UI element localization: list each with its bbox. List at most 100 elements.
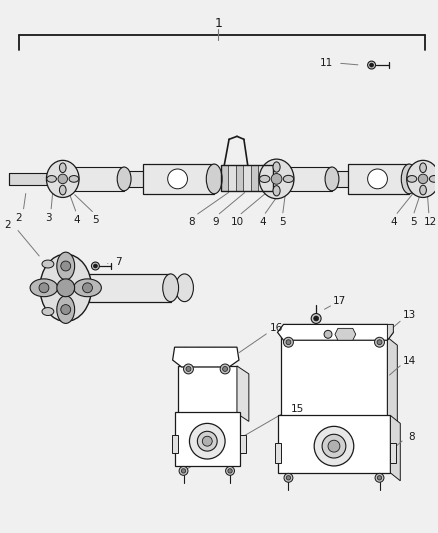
Text: 5: 5 (279, 217, 286, 228)
Circle shape (58, 174, 67, 184)
Text: 15: 15 (291, 403, 304, 414)
Text: 14: 14 (403, 356, 416, 366)
Circle shape (377, 340, 382, 345)
Circle shape (57, 279, 74, 297)
Text: 2: 2 (5, 221, 11, 230)
Text: 2: 2 (15, 214, 21, 223)
Circle shape (370, 63, 374, 67)
Circle shape (328, 440, 340, 452)
Ellipse shape (117, 167, 131, 191)
Text: 12: 12 (424, 217, 437, 228)
Text: 5: 5 (92, 215, 99, 225)
Bar (236, 165, 243, 191)
Ellipse shape (260, 175, 270, 182)
Bar (89, 274, 171, 302)
Circle shape (271, 174, 282, 184)
Circle shape (181, 469, 186, 473)
Bar (124, 171, 144, 187)
Circle shape (39, 283, 49, 293)
Circle shape (324, 330, 332, 338)
Ellipse shape (57, 252, 74, 280)
Bar (175, 413, 240, 466)
Circle shape (82, 283, 92, 293)
Bar (278, 415, 390, 473)
Bar (412, 173, 434, 185)
Circle shape (220, 364, 230, 374)
Circle shape (284, 473, 293, 482)
Bar (275, 443, 280, 463)
Circle shape (184, 364, 194, 374)
Circle shape (179, 466, 188, 475)
Ellipse shape (42, 260, 54, 268)
Polygon shape (278, 325, 393, 340)
Circle shape (92, 262, 99, 270)
Text: 5: 5 (410, 217, 417, 228)
Bar (409, 171, 421, 187)
Ellipse shape (283, 175, 293, 182)
Text: 3: 3 (46, 214, 52, 223)
Text: 8: 8 (188, 217, 195, 228)
Text: 8: 8 (408, 432, 414, 442)
Bar (348, 164, 409, 194)
Bar (221, 165, 229, 191)
Polygon shape (237, 366, 249, 422)
Polygon shape (335, 328, 356, 340)
Bar (73, 167, 124, 191)
Text: 4: 4 (73, 215, 80, 225)
Text: 13: 13 (403, 311, 416, 320)
Ellipse shape (42, 308, 54, 316)
Ellipse shape (74, 279, 101, 297)
Circle shape (374, 337, 385, 347)
Circle shape (314, 316, 318, 321)
Circle shape (61, 261, 71, 271)
Circle shape (418, 174, 428, 184)
Bar (229, 165, 236, 191)
Circle shape (228, 469, 232, 473)
Ellipse shape (176, 274, 194, 302)
Ellipse shape (69, 175, 79, 182)
Ellipse shape (407, 160, 438, 197)
Circle shape (223, 367, 228, 372)
Bar (265, 165, 272, 191)
Ellipse shape (429, 175, 438, 182)
Text: 16: 16 (270, 324, 283, 333)
Bar (251, 165, 258, 191)
Text: 4: 4 (259, 217, 266, 228)
Ellipse shape (40, 254, 92, 321)
Circle shape (93, 264, 97, 268)
Bar (143, 164, 214, 194)
Bar (177, 366, 237, 414)
Circle shape (286, 475, 291, 480)
Bar (390, 443, 396, 463)
Bar (332, 171, 350, 187)
Circle shape (377, 475, 381, 480)
Polygon shape (388, 337, 397, 424)
Ellipse shape (206, 164, 222, 194)
Ellipse shape (325, 167, 339, 191)
Ellipse shape (30, 279, 58, 297)
Circle shape (375, 473, 384, 482)
Ellipse shape (60, 163, 66, 173)
Ellipse shape (273, 185, 280, 196)
Circle shape (198, 431, 217, 451)
Text: 9: 9 (212, 217, 219, 228)
Circle shape (286, 340, 291, 345)
Text: 10: 10 (230, 217, 244, 228)
Bar (280, 337, 388, 416)
Circle shape (367, 61, 375, 69)
Ellipse shape (60, 185, 66, 195)
Circle shape (322, 434, 346, 458)
Ellipse shape (407, 175, 417, 182)
Circle shape (202, 436, 212, 446)
Bar (172, 435, 177, 453)
Ellipse shape (420, 163, 427, 173)
Text: 4: 4 (390, 217, 397, 228)
Text: 7: 7 (115, 257, 121, 267)
Ellipse shape (46, 160, 79, 197)
Bar (9, 173, 54, 185)
Circle shape (61, 304, 71, 314)
Bar (221, 165, 272, 191)
Circle shape (311, 313, 321, 324)
Bar (240, 435, 246, 453)
Bar (243, 165, 251, 191)
